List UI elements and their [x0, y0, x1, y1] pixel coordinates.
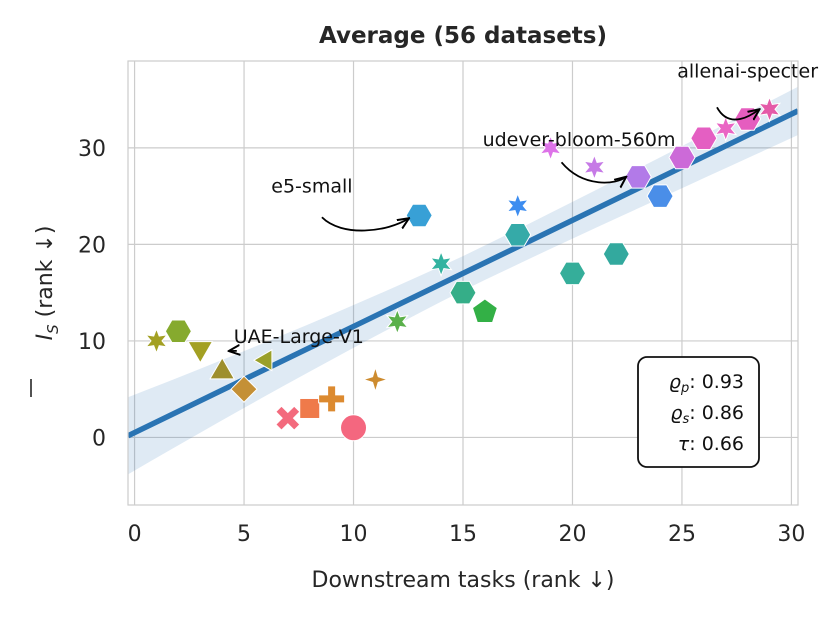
data-point-hexagon	[602, 242, 630, 266]
chart-title: Average (56 datasets)	[319, 23, 607, 49]
data-point-hexagon	[558, 261, 587, 286]
x-tick-label: 25	[668, 522, 696, 547]
annotation-label: udever-bloom-560m	[483, 129, 676, 151]
data-point-hexagon	[405, 203, 433, 228]
data-point-star6	[506, 192, 530, 220]
data-point-star6	[757, 95, 782, 123]
y-tick-label: 20	[78, 233, 106, 258]
points-layer	[144, 95, 782, 442]
svg-text:ϱs: 0.86: ϱs: 0.86	[670, 402, 744, 427]
svg-text:IS (rank ↓): IS (rank ↓)	[33, 226, 62, 341]
annotations-layer: allenai-specter udever-bloom-560m e5-small…	[229, 60, 818, 351]
x-tick-label: 15	[449, 522, 477, 547]
annotation-label: UAE-Large-V1	[234, 326, 364, 348]
y-axis-label: IS (rank ↓)	[30, 226, 62, 397]
stats-box: ϱp: 0.93 ϱs: 0.86 τ: 0.66	[637, 356, 760, 468]
plot-frame	[127, 60, 799, 506]
annotation-arrow	[716, 106, 760, 119]
data-point-tri_left	[252, 348, 273, 372]
annotation-arrow	[321, 216, 409, 232]
x-axis-label: Downstream tasks (rank ↓)	[312, 568, 615, 593]
data-point-plus	[318, 385, 346, 413]
data-point-star6	[538, 134, 563, 162]
y-tick-label: 0	[92, 426, 106, 451]
svg-text:τ: 0.66: τ: 0.66	[678, 433, 744, 455]
data-point-star6	[714, 115, 738, 143]
data-point-hexagon	[449, 280, 477, 305]
data-point-pentagon	[471, 298, 498, 323]
y-axis-symbol: I	[33, 334, 58, 341]
ticks-layer: 0 5 10 15 20 25 30 0 10 20 30	[78, 137, 805, 547]
data-point-tri_down	[187, 341, 214, 364]
y-axis-subscript: S	[44, 324, 62, 334]
stat-tau: 0.66	[702, 433, 744, 455]
x-tick-label: 20	[558, 522, 586, 547]
data-point-square	[299, 397, 321, 419]
y-tick-label: 10	[78, 330, 106, 355]
data-point-hexagon	[646, 184, 674, 208]
data-point-hexagon	[668, 145, 696, 170]
data-point-hexagon	[164, 319, 192, 343]
y-axis-suffix: (rank ↓)	[33, 226, 58, 325]
data-point-star4	[361, 365, 390, 394]
y-tick-label: 30	[78, 137, 106, 162]
data-point-hexagon	[690, 126, 718, 150]
annotation-label: allenai-specter	[677, 60, 818, 82]
x-tick-label: 10	[340, 522, 368, 547]
svg-text:ϱp: 0.93: ϱp: 0.93	[669, 371, 744, 396]
data-point-star6	[144, 327, 169, 355]
stat-rho-s: 0.86	[702, 402, 744, 424]
data-point-circle	[340, 414, 368, 442]
annotation-label: e5-small	[271, 175, 352, 197]
data-point-tri_up	[209, 356, 236, 380]
data-point-hexagon	[504, 223, 532, 247]
data-point-diamond	[230, 375, 258, 403]
annotation-arrow	[560, 161, 627, 182]
x-tick-label: 30	[777, 522, 805, 547]
x-tick-label: 5	[237, 522, 251, 547]
data-point-star6	[582, 153, 607, 181]
data-point-x	[275, 405, 301, 431]
x-tick-label: 0	[128, 522, 142, 547]
data-point-star6	[385, 308, 409, 336]
stat-rho-p: 0.93	[702, 371, 744, 393]
data-point-star6	[429, 250, 453, 278]
